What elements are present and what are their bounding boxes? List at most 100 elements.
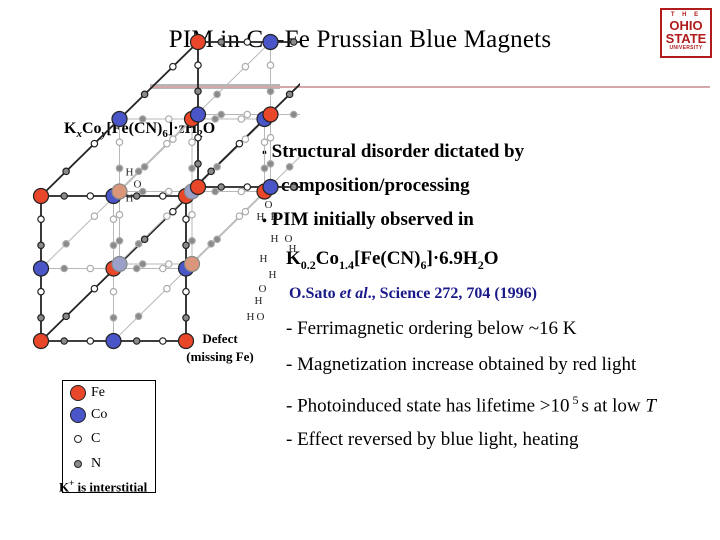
c-atom: [165, 260, 173, 268]
c-atom: [159, 192, 167, 200]
c-atom: [90, 284, 99, 293]
n-atom: [138, 187, 147, 196]
bullet-2: • PIM initially observed in: [262, 209, 474, 231]
n-atom: [217, 38, 226, 46]
co-atom: [105, 332, 122, 350]
water-atom-label: H: [126, 167, 134, 179]
bond-line: [40, 263, 121, 342]
n-atom: [194, 87, 202, 96]
bond-line: [118, 41, 199, 120]
co-atom: [262, 178, 279, 196]
n-atom: [37, 241, 45, 250]
sub-bullet-3: - Photoinduced state has lifetime >10 5 s …: [286, 393, 656, 417]
formula-part: O: [202, 120, 216, 137]
n-atom: [140, 235, 149, 244]
formula-part: ]: [167, 120, 174, 137]
n-atom: [260, 164, 269, 173]
n-atom: [109, 241, 118, 250]
n-atom: [188, 237, 196, 245]
sub-bullet-2: - Magnetization increase obtained by red…: [286, 354, 637, 375]
fe-atom: [183, 255, 201, 273]
c-atom: [235, 139, 244, 148]
water-atom-label: O: [265, 199, 273, 211]
c-atom: [163, 139, 171, 148]
formula-part: 6: [162, 128, 168, 141]
formula-part: [Fe(CN): [354, 248, 421, 269]
logo-text: T H E: [670, 12, 702, 18]
bond-line: [113, 191, 193, 269]
formula-part: ]: [426, 248, 433, 269]
n-atom: [115, 164, 124, 173]
c-atom: [86, 192, 95, 200]
water-atom-label: H: [126, 193, 134, 205]
co-atom: [32, 260, 50, 277]
formula-part: ·: [173, 120, 179, 137]
c-atom: [194, 133, 202, 142]
c-atom: [169, 207, 177, 216]
c-atom: [266, 61, 275, 69]
formula-part: 6: [420, 257, 427, 272]
formula-part: x: [76, 128, 82, 141]
bond-line: [185, 191, 265, 269]
n-atom: [60, 192, 68, 200]
formula-part: 1.4: [339, 257, 355, 272]
c-atom: [237, 187, 246, 196]
formula-part: Co: [81, 120, 102, 137]
n-atom: [217, 110, 226, 119]
fe-atom: [32, 187, 50, 205]
compound-formula: K0.2Co1.4[Fe(CN)6]·6.9H2O: [286, 248, 498, 273]
c-atom: [237, 115, 246, 123]
n-atom: [60, 264, 68, 273]
formula-part: 6.9H: [439, 248, 478, 269]
n-atom: [182, 241, 190, 250]
c-atom: [115, 210, 124, 219]
n-atom: [62, 167, 70, 176]
c-atom: [115, 138, 124, 147]
legend-label: Fe: [91, 385, 105, 400]
c-atom: [188, 210, 196, 219]
c-atom: [90, 139, 99, 148]
bond-line: [191, 41, 271, 120]
water-atom-label: O: [259, 283, 267, 295]
water-atom-label: H: [260, 253, 268, 265]
co-atom-icon: [70, 407, 86, 423]
bullet-1-continued: composition/processing: [281, 175, 470, 196]
n-atom: [266, 160, 275, 168]
c-atom: [90, 212, 99, 220]
bullet-marker: •: [262, 214, 267, 229]
n-atom: [134, 240, 143, 248]
n-atom: [289, 38, 298, 46]
n-atom: [211, 115, 220, 123]
water-atom-label: O: [134, 179, 142, 191]
fe-atom-icon: [70, 385, 86, 401]
n-atom: [140, 90, 149, 99]
n-atom: [211, 187, 220, 196]
formula-part: K: [286, 248, 301, 269]
c-atom: [243, 38, 252, 46]
co-atom: [111, 110, 128, 128]
bond-line: [191, 114, 271, 192]
bond-line: [40, 191, 120, 269]
c-atom: [86, 264, 95, 273]
water-atom-label: H: [269, 269, 277, 281]
c-atom: [188, 138, 196, 147]
n-atom: [207, 167, 215, 176]
n-atom: [132, 264, 141, 273]
c-atom: [243, 110, 252, 119]
bond-line: [191, 186, 271, 265]
sub-bullet-part: 5: [572, 393, 579, 407]
reference-part: et al: [339, 285, 368, 302]
n-atom: [213, 90, 221, 99]
c-atom: [159, 337, 167, 345]
c-atom: [243, 183, 252, 191]
n-atom: [213, 163, 221, 171]
n-atom: [62, 240, 70, 248]
co-atom: [262, 33, 279, 51]
n-atom: [289, 110, 298, 119]
c-atom-icon: [74, 435, 82, 443]
formula-part: K: [64, 120, 77, 137]
c-atom: [109, 215, 118, 224]
water-atom-label: H: [247, 311, 255, 323]
n-atom: [140, 163, 149, 171]
note-part: is interstitial: [74, 479, 148, 495]
